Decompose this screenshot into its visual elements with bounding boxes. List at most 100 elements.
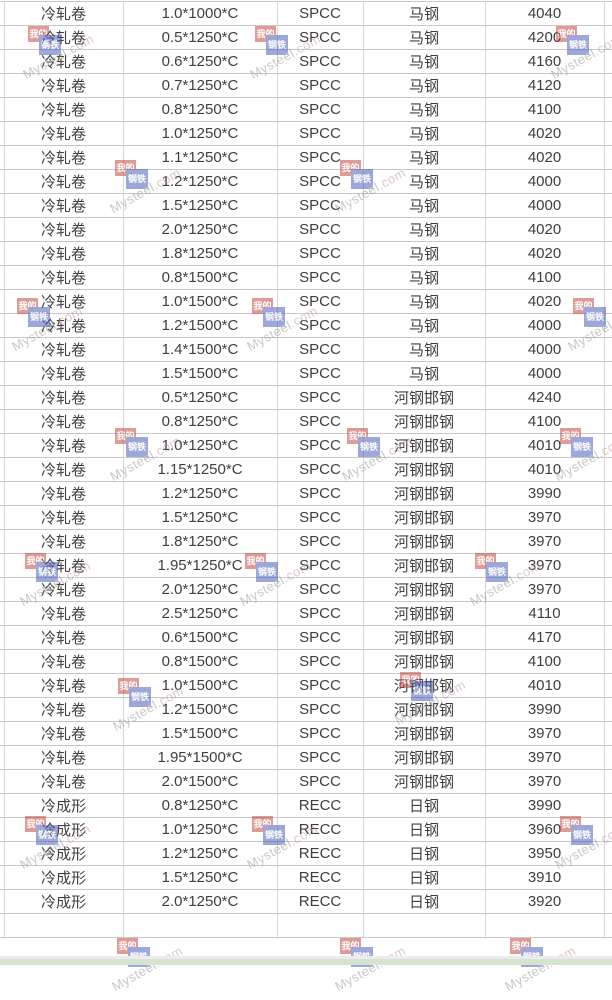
price-cell: 3970: [485, 553, 605, 578]
price-cell: 3970: [485, 769, 605, 794]
mill-cell: 马钢: [363, 121, 486, 146]
spec-cell: 0.8*1250*C: [123, 793, 278, 818]
material-cell: SPCC: [277, 241, 364, 266]
row-right-stub: [604, 25, 612, 50]
mysteel-watermark-text: Mysteel.com: [332, 943, 408, 995]
material-cell: RECC: [277, 841, 364, 866]
spec-cell: 0.5*1250*C: [123, 385, 278, 410]
row-left-stub: [0, 361, 5, 386]
table-row: 冷轧卷 0.5*1250*C SPCC 马钢 4200: [0, 25, 612, 50]
mysteel-watermark-text: Mysteel.com: [109, 943, 185, 995]
price-cell: 4100: [485, 649, 605, 674]
spec-cell: 1.15*1250*C: [123, 457, 278, 482]
table-row: 冷轧卷 1.8*1250*C SPCC 马钢 4020: [0, 241, 612, 266]
row-right-stub: [604, 433, 612, 458]
material-cell: SPCC: [277, 553, 364, 578]
mill-cell: 马钢: [363, 73, 486, 98]
product-cell: 冷成形: [4, 841, 124, 866]
row-left-stub: [0, 865, 5, 890]
row-left-stub: [0, 313, 5, 338]
price-cell: 4010: [485, 433, 605, 458]
row-left-stub: [0, 265, 5, 290]
material-cell: SPCC: [277, 457, 364, 482]
mill-cell: 马钢: [363, 49, 486, 74]
row-right-stub: [604, 409, 612, 434]
material-cell: SPCC: [277, 121, 364, 146]
product-cell: 冷轧卷: [4, 241, 124, 266]
price-cell: 4000: [485, 169, 605, 194]
table-row: 冷轧卷 2.0*1250*C SPCC 河钢邯钢 3970: [0, 577, 612, 602]
spec-cell: 1.0*1000*C: [123, 1, 278, 26]
row-left-stub: [0, 769, 5, 794]
price-cell: 3990: [485, 793, 605, 818]
spec-cell: 0.8*1500*C: [123, 649, 278, 674]
spec-cell: 0.7*1250*C: [123, 73, 278, 98]
row-left-stub: [0, 73, 5, 98]
row-right-stub: [604, 865, 612, 890]
product-cell: 冷轧卷: [4, 1, 124, 26]
product-cell: 冷轧卷: [4, 361, 124, 386]
row-right-stub: [604, 217, 612, 242]
table-row: 冷轧卷 2.0*1500*C SPCC 河钢邯钢 3970: [0, 769, 612, 794]
mill-cell: [363, 913, 486, 938]
spec-cell: 1.0*1250*C: [123, 817, 278, 842]
mysteel-logo-red-icon: 我的: [340, 938, 361, 954]
row-left-stub: [0, 433, 5, 458]
row-left-stub: [0, 385, 5, 410]
product-cell: 冷轧卷: [4, 673, 124, 698]
row-right-stub: [604, 73, 612, 98]
price-cell: 4040: [485, 1, 605, 26]
product-cell: 冷轧卷: [4, 625, 124, 650]
material-cell: SPCC: [277, 73, 364, 98]
spec-cell: 1.0*1500*C: [123, 289, 278, 314]
row-left-stub: [0, 217, 5, 242]
table-row: 冷轧卷 1.1*1250*C SPCC 马钢 4020: [0, 145, 612, 170]
mill-cell: 马钢: [363, 289, 486, 314]
row-left-stub: [0, 409, 5, 434]
spec-cell: 1.0*1250*C: [123, 121, 278, 146]
spec-cell: 2.0*1250*C: [123, 889, 278, 914]
row-left-stub: [0, 673, 5, 698]
material-cell: RECC: [277, 793, 364, 818]
product-cell: 冷轧卷: [4, 313, 124, 338]
mysteel-watermark: 我的 钢铁 Mysteel.com: [332, 938, 420, 1000]
product-cell: 冷成形: [4, 889, 124, 914]
row-left-stub: [0, 289, 5, 314]
row-right-stub: [604, 817, 612, 842]
mill-cell: 河钢邯钢: [363, 769, 486, 794]
row-right-stub: [604, 553, 612, 578]
mill-cell: 河钢邯钢: [363, 577, 486, 602]
table-row: 冷轧卷 0.6*1250*C SPCC 马钢 4160: [0, 49, 612, 74]
row-right-stub: [604, 313, 612, 338]
product-cell: 冷轧卷: [4, 97, 124, 122]
row-right-stub: [604, 697, 612, 722]
mill-cell: 马钢: [363, 169, 486, 194]
row-right-stub: [604, 505, 612, 530]
spec-cell: 1.5*1250*C: [123, 505, 278, 530]
price-cell: 3990: [485, 697, 605, 722]
row-right-stub: [604, 49, 612, 74]
mill-cell: 马钢: [363, 361, 486, 386]
row-left-stub: [0, 1, 5, 26]
row-right-stub: [604, 121, 612, 146]
row-right-stub: [604, 625, 612, 650]
row-left-stub: [0, 337, 5, 362]
spec-cell: 0.8*1250*C: [123, 409, 278, 434]
material-cell: SPCC: [277, 649, 364, 674]
mill-cell: 马钢: [363, 193, 486, 218]
material-cell: SPCC: [277, 601, 364, 626]
price-cell: 4000: [485, 313, 605, 338]
mysteel-watermark: 我的 钢铁 Mysteel.com: [109, 938, 197, 1000]
material-cell: SPCC: [277, 769, 364, 794]
spec-cell: 1.1*1250*C: [123, 145, 278, 170]
material-cell: SPCC: [277, 529, 364, 554]
row-left-stub: [0, 745, 5, 770]
mill-cell: 河钢邯钢: [363, 673, 486, 698]
row-right-stub: [604, 889, 612, 914]
footer-gray-strip: [0, 956, 612, 959]
material-cell: SPCC: [277, 25, 364, 50]
material-cell: SPCC: [277, 625, 364, 650]
price-cell: 4020: [485, 121, 605, 146]
table-row: 冷成形 2.0*1250*C RECC 日钢 3920: [0, 889, 612, 914]
row-left-stub: [0, 697, 5, 722]
